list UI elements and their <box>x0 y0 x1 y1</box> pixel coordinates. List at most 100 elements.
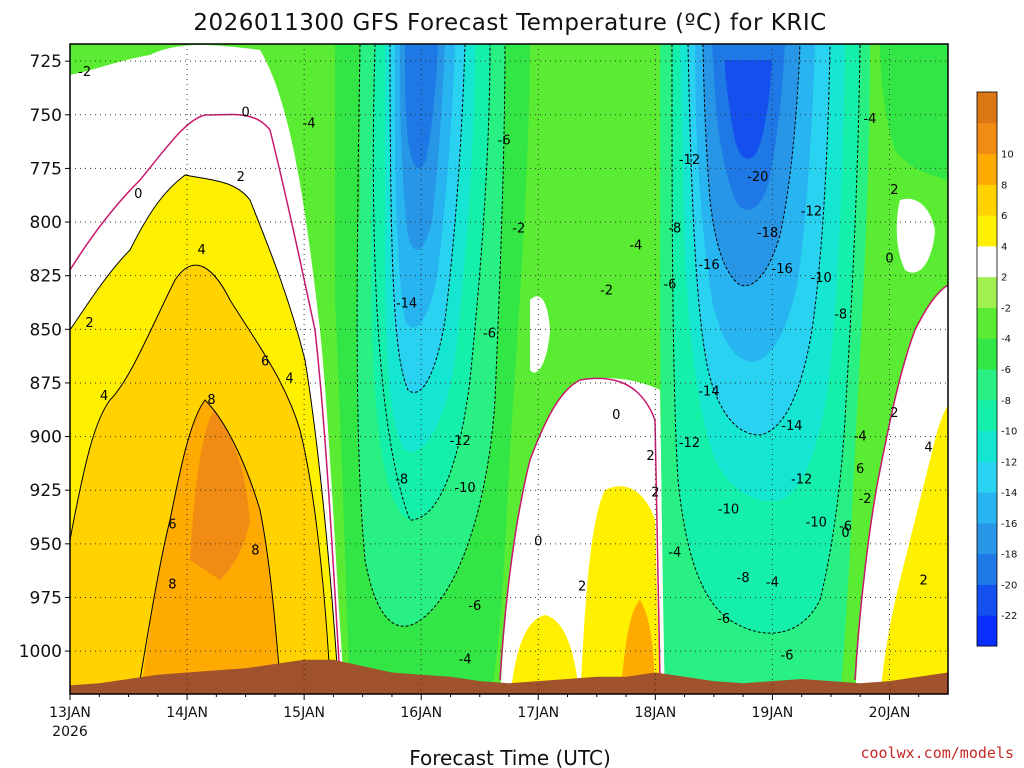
y-tick-label: 1000 <box>19 642 62 662</box>
contour-label: -10 <box>811 271 832 286</box>
x-tick-label: 16JAN <box>400 705 442 721</box>
colorbar-swatch <box>977 276 997 308</box>
contour-label: -12 <box>679 436 700 451</box>
contour-label: 0 <box>134 187 142 202</box>
contour-label: 0 <box>885 252 893 267</box>
contour-label: -4 <box>459 653 472 668</box>
y-tick-label: 850 <box>30 320 62 340</box>
contour-label: 2 <box>85 316 93 331</box>
colorbar-label: 8 <box>1001 180 1007 191</box>
contour-label: -6 <box>781 648 794 663</box>
contour-label: -14 <box>781 419 802 434</box>
contour-label: 2 <box>646 449 654 464</box>
colorbar-label: -22 <box>1001 611 1017 622</box>
colorbar-swatch <box>977 430 997 462</box>
contour-label: -4 <box>766 575 779 590</box>
contour-label: 2 <box>578 580 586 595</box>
contour-label: -6 <box>839 520 852 535</box>
colorbar-swatch <box>977 245 997 278</box>
contour-label: 2 <box>919 573 927 588</box>
contour-label: -12 <box>801 204 822 219</box>
contour-label: 2 <box>651 485 659 500</box>
x-axis: 13JAN 2026 14JAN 15JAN 16JAN 17JAN 18JAN 19JAN 2… <box>49 694 920 740</box>
colorbar-label: 2 <box>1001 273 1007 284</box>
contour-label: 2 <box>890 406 898 421</box>
x-tick-sublabel: 2026 <box>52 724 88 740</box>
y-tick-label: 900 <box>30 428 62 448</box>
contour-label: 0 <box>534 535 542 550</box>
colorbar-label: -6 <box>1001 365 1011 376</box>
contour-labels: -2002244466888-4-6-2-14-6-8-12-10-6-4020… <box>78 65 932 668</box>
colorbar-swatch <box>977 584 997 616</box>
y-tick-label: 925 <box>30 481 62 501</box>
colorbar-swatch <box>977 553 997 585</box>
contour-label: 2 <box>237 170 245 185</box>
contour-label: 8 <box>168 578 176 593</box>
contour-label: -12 <box>679 153 700 168</box>
y-tick-label: 825 <box>30 267 62 287</box>
contour-label: -14 <box>698 385 719 400</box>
plot-area: -2002244466888-4-6-2-14-6-8-12-10-6-4020… <box>70 44 948 694</box>
y-axis: 725 750 775 800 825 850 875 900 925 950 975 1000 <box>19 52 70 662</box>
contour-label: -6 <box>483 327 496 342</box>
gridlines <box>70 44 948 694</box>
credit-text: coolwx.com/models <box>860 744 1014 762</box>
y-tick-label: 950 <box>30 535 62 555</box>
colorbar-swatch <box>977 307 997 339</box>
contour-label: 8 <box>251 543 259 558</box>
contour-label: -4 <box>854 430 867 445</box>
contour-label: -6 <box>663 277 676 292</box>
y-tick-label: 975 <box>30 588 62 608</box>
contour-label: -10 <box>718 503 739 518</box>
contour-label: 0 <box>241 106 249 121</box>
contour-label: -10 <box>806 515 827 530</box>
colorbar-swatch <box>977 492 997 524</box>
contour-label: -18 <box>757 226 778 241</box>
x-tick-label: 20JAN <box>869 705 911 721</box>
contour-label: -8 <box>834 307 847 322</box>
colorbar-swatch <box>977 184 997 216</box>
contour-label: -12 <box>450 434 471 449</box>
contour-label: -4 <box>629 239 642 254</box>
x-tick-label: 14JAN <box>166 705 208 721</box>
colorbar-swatch <box>977 369 997 401</box>
contour-label: -6 <box>468 599 481 614</box>
colorbar-label: -16 <box>1001 519 1017 530</box>
contour-label: 4 <box>285 372 293 387</box>
contour-label: 6 <box>261 354 269 369</box>
contour-label: -16 <box>772 262 793 277</box>
x-tick-label: 18JAN <box>634 705 676 721</box>
contour-label: -4 <box>303 116 316 131</box>
contour-label: -2 <box>78 65 91 80</box>
contour-label: -14 <box>396 297 417 312</box>
contour-label: -8 <box>737 571 750 586</box>
contour-label: -10 <box>454 481 475 496</box>
y-tick-label: 750 <box>30 106 62 126</box>
x-tick-label: 15JAN <box>283 705 325 721</box>
contour-label: 6 <box>168 518 176 533</box>
y-tick-label: 725 <box>30 52 62 72</box>
colorbar-swatch <box>977 122 997 155</box>
x-tick-label: 19JAN <box>752 705 794 721</box>
contour-label: -2 <box>600 284 613 299</box>
contour-label: 0 <box>612 408 620 423</box>
colorbar-swatch <box>977 461 997 493</box>
colorbar-label: -18 <box>1001 550 1017 561</box>
contour-label: -4 <box>863 112 876 127</box>
chart-title: 2026011300 GFS Forecast Temperature (ºC)… <box>193 10 826 36</box>
contour-label: 0 <box>841 526 849 541</box>
y-tick-label: 800 <box>30 213 62 233</box>
y-tick-label: 875 <box>30 374 62 394</box>
contour-label: -12 <box>791 472 812 487</box>
contour-label: -6 <box>717 612 730 627</box>
colorbar-label: -2 <box>1001 303 1011 314</box>
contour-label: -6 <box>498 134 511 149</box>
contour-lines <box>70 44 948 681</box>
colorbar-swatch <box>977 522 997 555</box>
colorbar-label: -14 <box>1001 488 1017 499</box>
x-tick-label: 17JAN <box>517 705 559 721</box>
colorbar-label: -4 <box>1001 334 1011 345</box>
contour-label: 6 <box>856 462 864 477</box>
colorbar-label: -12 <box>1001 457 1017 468</box>
